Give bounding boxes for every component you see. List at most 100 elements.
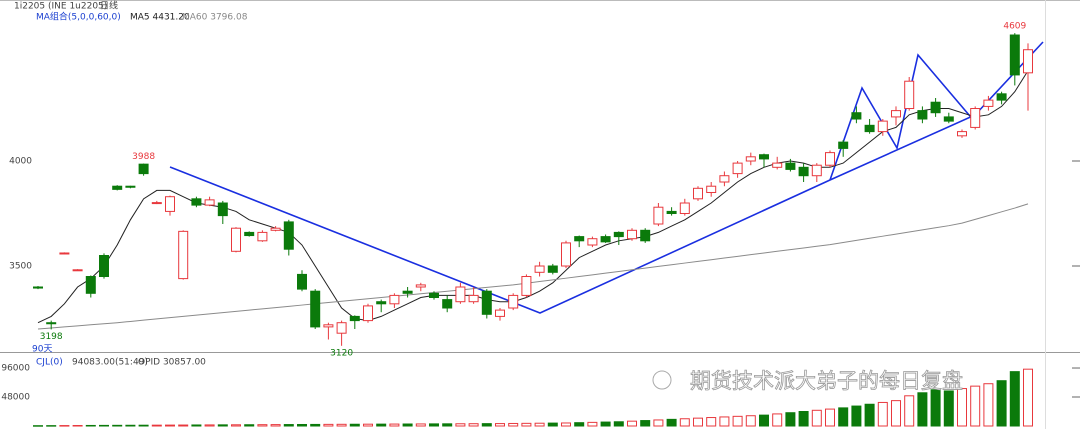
candle-body	[72, 269, 83, 272]
volume-bar	[891, 400, 901, 427]
volume-bar	[957, 388, 967, 427]
candle-body	[495, 309, 505, 317]
volume-bar	[917, 392, 928, 427]
pattern-line	[829, 53, 976, 181]
candle-body	[534, 265, 545, 273]
volume-bar	[693, 417, 703, 427]
candle-body	[376, 301, 387, 305]
volume-bar	[996, 380, 1007, 427]
volume-bar	[257, 424, 268, 427]
volume-bar	[811, 409, 822, 427]
volume-bar	[1009, 371, 1020, 427]
volume-label: 94083.00(51:49)	[72, 358, 148, 368]
volume-bar	[732, 415, 743, 427]
candle-body	[217, 202, 228, 217]
volume-bar	[759, 414, 769, 427]
candle-body	[904, 80, 915, 110]
volume-bar	[178, 424, 189, 427]
candle-body	[811, 164, 822, 177]
candle-body	[759, 154, 769, 160]
candle-body	[1009, 34, 1020, 76]
candle-body	[983, 99, 994, 107]
volume-tick-label: 48000	[1, 393, 30, 403]
trend-lines	[169, 41, 1044, 314]
candle-body	[257, 231, 268, 242]
candle-body	[679, 202, 690, 215]
range-label: 90天	[32, 345, 52, 355]
volume-bar	[336, 423, 347, 427]
y-tick-label: 4000	[9, 157, 32, 167]
volume-bar	[429, 423, 439, 427]
candle-body	[574, 236, 585, 242]
candle-body	[415, 284, 426, 288]
candle-body	[627, 229, 637, 240]
candle-body	[825, 152, 835, 166]
volume-bar	[455, 423, 466, 427]
volume-bar	[745, 415, 756, 427]
candle-body	[442, 299, 453, 309]
candle-body	[59, 252, 70, 255]
candle-body	[125, 185, 136, 188]
volume-bar	[244, 424, 255, 427]
exchange-code: (INE 1u2205)	[48, 2, 107, 12]
marks: 4000 3500 96000 48000 3988 4609 3198 3120	[1, 22, 1080, 427]
volume-bar	[402, 423, 413, 427]
symbol: 1i2205	[14, 2, 45, 12]
volume-bar	[508, 422, 519, 427]
candle-body	[957, 131, 967, 137]
volume-bar	[389, 423, 400, 427]
y-tick-label: 3500	[9, 262, 32, 272]
candle-body	[798, 166, 809, 177]
candle-body	[99, 255, 109, 278]
candle-body	[600, 236, 611, 243]
volume-bar	[653, 419, 664, 427]
price-annotation: 3120	[330, 348, 353, 358]
price-annotation: 3988	[132, 152, 155, 162]
volume-bar	[970, 385, 981, 427]
volume-bar	[851, 405, 862, 427]
volume-tick-label: 96000	[1, 364, 30, 374]
volume-bar	[323, 423, 334, 427]
candle-body	[231, 227, 241, 252]
volume-bar	[904, 395, 915, 427]
candle-body	[389, 294, 400, 305]
candle-body	[402, 290, 413, 294]
candle-body	[283, 221, 294, 250]
volume-bar	[125, 424, 136, 427]
volume-bar	[561, 422, 571, 427]
volume-bar	[33, 425, 43, 427]
volume-bar	[204, 424, 215, 427]
volume-bar	[706, 417, 717, 427]
ma60-label: MA60 3796.08	[182, 13, 248, 23]
candle-body	[851, 112, 862, 120]
candle-body	[547, 265, 558, 273]
candle-body	[270, 227, 281, 231]
volume-bar	[521, 422, 532, 427]
candle-body	[33, 286, 43, 289]
volume-bar	[930, 389, 941, 427]
volume-bar	[231, 424, 241, 427]
candle-body	[112, 185, 123, 190]
candle-body	[891, 110, 901, 118]
candle-body	[521, 276, 532, 296]
candle-body	[138, 163, 149, 175]
period: 日线	[100, 0, 118, 12]
watermark-icon	[652, 370, 672, 390]
volume-bar	[151, 424, 162, 427]
candle-body	[561, 242, 571, 267]
candle-body	[785, 162, 796, 170]
ma-line	[37, 70, 1029, 324]
candle-body	[666, 210, 677, 215]
volume-bar	[165, 424, 175, 427]
volume-bar	[310, 423, 321, 427]
volume-bar	[217, 424, 228, 427]
candle-body	[191, 198, 202, 206]
candle-body	[323, 324, 334, 328]
volume-title: CJL(0)	[36, 358, 63, 368]
candle-body	[481, 290, 492, 315]
candle-body	[310, 290, 321, 328]
candle-body	[719, 175, 730, 183]
candle-body	[613, 231, 624, 238]
candle-body	[693, 187, 703, 200]
candle-body	[244, 231, 255, 237]
